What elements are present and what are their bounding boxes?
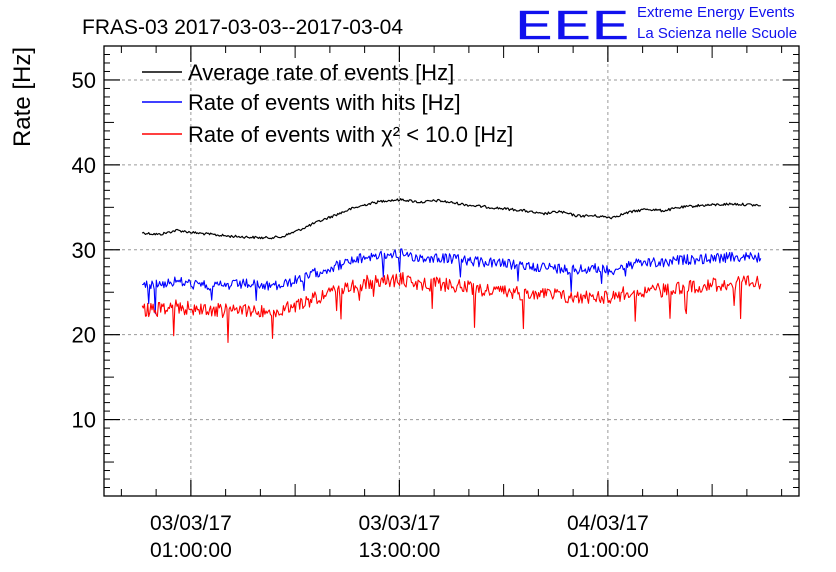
logo-line-2: La Scienza nelle Scuole	[637, 25, 797, 42]
legend-label-3: Rate of events with χ² < 10.0 [Hz]	[188, 122, 513, 147]
legend: Average rate of events [Hz] Rate of event…	[142, 60, 513, 147]
chart-title: FRAS-03 2017-03-03--2017-03-04	[82, 16, 403, 39]
y-tick-label: 20	[72, 323, 96, 348]
x-tick-label-time: 13:00:00	[359, 539, 441, 562]
eee-logo: EEE Extreme Energy Events La Scienza nel…	[514, 0, 797, 51]
x-tick-label-time: 01:00:00	[567, 539, 649, 562]
series-line-3	[141, 271, 762, 344]
y-tick-label: 40	[72, 153, 96, 178]
series-line-1	[141, 198, 761, 240]
x-tick-label-date: 03/03/17	[150, 512, 232, 535]
series-line-2	[142, 248, 762, 314]
plot-frame	[103, 45, 800, 497]
y-tick-label: 50	[72, 68, 96, 93]
y-tick-label: 10	[72, 408, 96, 433]
y-tick-label: 30	[72, 238, 96, 263]
logo-line-1: Extreme Energy Events	[637, 4, 795, 21]
x-tick-label-time: 01:00:00	[150, 539, 232, 562]
series-layer	[141, 198, 762, 344]
logo-letters: EEE	[515, 1, 630, 50]
legend-label-2: Rate of events with hits [Hz]	[188, 90, 461, 115]
legend-label-1: Average rate of events [Hz]	[188, 60, 454, 85]
axes: 10 20 30 40 50 03/03/17 01:00:00 03/03/17 13:00:…	[72, 45, 799, 562]
x-tick-label-date: 04/03/17	[567, 512, 649, 535]
y-axis-label: Rate [Hz]	[9, 47, 36, 147]
x-tick-label-date: 03/03/17	[359, 512, 441, 535]
